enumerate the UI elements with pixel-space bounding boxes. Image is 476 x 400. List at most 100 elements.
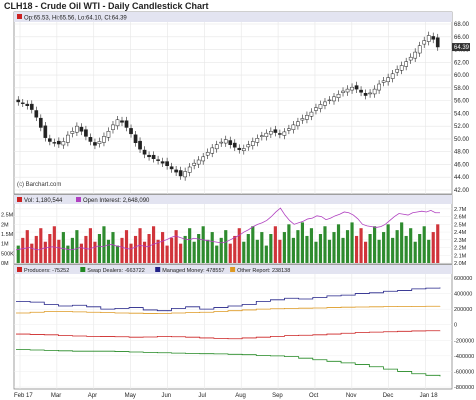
volume-bar — [57, 239, 61, 263]
candle-body — [111, 124, 115, 130]
candle-body — [232, 142, 237, 148]
candle-body — [255, 138, 260, 143]
volume-bar — [156, 239, 160, 263]
last-price-label: 64.39 — [454, 45, 470, 51]
oi-tick-label: 2.3M — [454, 238, 467, 244]
price-tick-label: 56.00 — [454, 99, 470, 105]
candle-body — [390, 73, 395, 79]
volume-bar — [102, 226, 106, 263]
volume-bar — [391, 237, 395, 263]
candle-body — [97, 141, 102, 144]
volume-bar — [368, 234, 372, 263]
cot-legend-other: Other Report: 238138 — [237, 268, 290, 274]
x-tick-label: Mar — [51, 393, 61, 399]
price-tick-label: 58.00 — [454, 86, 470, 92]
candle-body — [165, 161, 169, 166]
candle-body — [201, 156, 206, 162]
candle-body — [417, 45, 422, 54]
candle-body — [223, 139, 228, 144]
volume-bar — [422, 226, 426, 263]
candle-body — [368, 92, 372, 95]
cot-line-other — [16, 305, 441, 314]
cot-line-swap — [16, 349, 441, 377]
candle-body — [106, 131, 111, 138]
cot-tick-label: 0 — [454, 323, 457, 329]
volume-bar — [165, 245, 169, 263]
volume-bar — [215, 245, 219, 263]
candle-body — [178, 170, 183, 177]
price-tick-label: 62.00 — [454, 60, 470, 66]
price-tick-label: 54.00 — [454, 111, 470, 117]
volume-bar — [61, 232, 65, 263]
volume-bar — [395, 230, 399, 263]
volume-bar — [404, 235, 408, 263]
volume-bar — [309, 228, 314, 263]
candle-body — [408, 56, 413, 61]
candle-body — [214, 144, 219, 150]
volume-bar — [170, 237, 174, 263]
volume-bar — [75, 230, 79, 263]
volume-bar — [16, 245, 20, 263]
candle-body — [336, 93, 341, 98]
price-tick-label: 52.00 — [454, 124, 470, 130]
price-panel — [13, 11, 453, 195]
candle-body — [278, 133, 282, 135]
volume-bar — [413, 241, 417, 263]
x-tick-label: Sep — [272, 393, 283, 399]
x-tick-label: Nov — [346, 393, 357, 399]
candle-body — [210, 147, 215, 154]
price-tick-label: 48.00 — [454, 150, 470, 156]
cot-line-producers — [16, 330, 441, 340]
candle-body — [309, 111, 314, 117]
candle-body — [52, 142, 57, 144]
volume-bar — [197, 234, 201, 263]
candle-body — [273, 129, 278, 133]
volume-bar — [418, 234, 422, 263]
oi-tick-label: 2.2M — [454, 246, 467, 252]
candle-body — [70, 131, 75, 134]
x-tick-label: Jun — [161, 393, 171, 399]
volume-bar — [120, 237, 124, 263]
candle-body — [192, 162, 196, 166]
volume-bar — [341, 237, 345, 263]
candle-body — [102, 136, 106, 143]
candle-body — [377, 83, 381, 91]
price-tick-label: 66.00 — [454, 35, 470, 41]
candle-body — [296, 121, 300, 127]
price-legend-swatch — [17, 14, 22, 19]
volume-bar — [84, 235, 88, 263]
cot-legend-managed: Managed Money: 478557 — [162, 268, 224, 274]
candle-body — [115, 119, 120, 127]
volume-bar — [133, 235, 138, 263]
candle-body — [350, 86, 354, 91]
volume-bar — [188, 228, 192, 263]
volume-bar — [48, 234, 52, 263]
price-tick-label: 60.00 — [454, 73, 470, 79]
volume-bar — [25, 230, 29, 263]
price-credit: (c) Barchart.com — [17, 182, 61, 188]
candle-body — [29, 103, 34, 110]
x-tick-label: Oct — [309, 393, 319, 399]
x-tick-label: Aug — [235, 393, 246, 399]
last-price-tag — [452, 43, 470, 52]
candle-body — [287, 128, 291, 131]
candle-body — [196, 159, 201, 165]
volume-bar — [345, 230, 350, 263]
oi-legend: Open Interest: 2,648,090 — [83, 198, 150, 204]
candle-body — [133, 134, 138, 144]
cot-tick-label: 600000 — [454, 276, 472, 282]
price-tick-label: 50.00 — [454, 137, 470, 143]
volume-tick-label: 2M — [1, 222, 9, 228]
volume-bar — [373, 226, 377, 263]
oi-tick-label: 2.7M — [454, 207, 467, 213]
volume-tick-label: 0M — [1, 261, 9, 267]
cot-legend-swatch-swap — [80, 267, 86, 272]
candle-body — [399, 65, 404, 71]
vol-legend-swatch — [17, 197, 22, 202]
candle-body — [372, 88, 377, 95]
volume-bar — [210, 232, 214, 263]
volume-bar — [314, 241, 318, 263]
cot-tick-label: -200000 — [454, 338, 474, 344]
volume-bar — [233, 235, 237, 263]
